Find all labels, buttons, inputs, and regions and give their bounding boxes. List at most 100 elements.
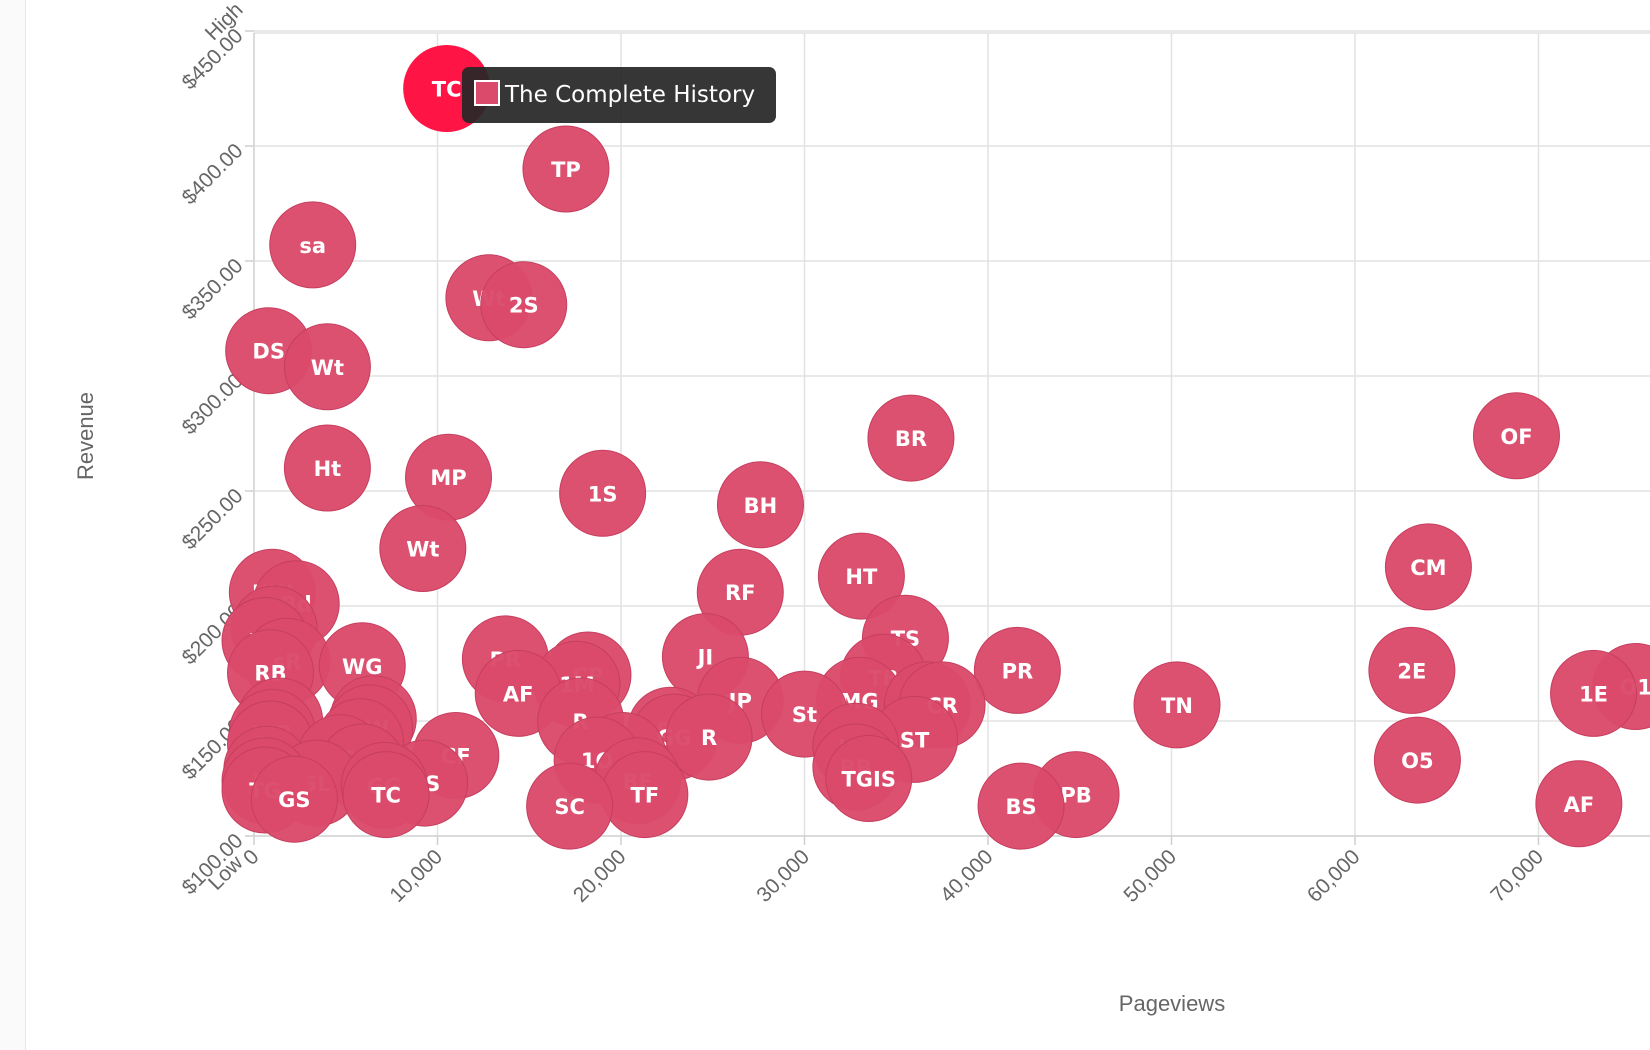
bubble-circle[interactable] xyxy=(283,424,371,512)
bubble-label: PR xyxy=(1002,659,1034,683)
x-axis: 0 10,000 20,000 30,000 40,000 50,000 60,000 70,… xyxy=(239,836,1548,907)
bubble-label: HT xyxy=(845,565,878,589)
bubble[interactable]: CM xyxy=(1384,523,1472,611)
bubble-label: SC xyxy=(554,795,585,819)
bubble[interactable]: SC xyxy=(526,762,614,850)
bubble-label: CM xyxy=(1410,556,1446,580)
bubble-series: TPsaWt2SDSWtBROFHtMP1SBHWtCMHTRFHWBdCHPT… xyxy=(221,45,1650,850)
x-tick-label: 40,000 xyxy=(936,845,998,907)
bubble-circle[interactable] xyxy=(1368,626,1456,714)
bubble-label: 2E xyxy=(1397,659,1426,683)
bubble-label: TC xyxy=(371,784,401,808)
bubble-circle[interactable] xyxy=(250,755,338,843)
bubble[interactable]: HT xyxy=(817,532,905,620)
bubble-label: 1E xyxy=(1579,682,1608,706)
bubble-label: AF xyxy=(503,682,534,706)
bubble[interactable]: TC xyxy=(342,751,430,839)
bubble[interactable]: O5 xyxy=(1373,716,1461,804)
bubble[interactable]: TGIS xyxy=(825,735,913,822)
bubble-label: sa xyxy=(299,234,326,258)
bubble-label: O5 xyxy=(1401,749,1433,773)
bubble[interactable]: MP xyxy=(405,433,493,521)
bubble-circle[interactable] xyxy=(1133,661,1221,749)
bubble[interactable]: 2S xyxy=(480,261,568,349)
bubble-label: 2S xyxy=(509,294,539,318)
bubble-circle[interactable] xyxy=(1550,649,1638,737)
x-tick-label: 20,000 xyxy=(569,845,631,907)
bubble[interactable]: BH xyxy=(716,461,804,549)
y-tick-label: $250.00 xyxy=(178,484,248,554)
bubble[interactable]: R xyxy=(665,693,753,781)
bubble[interactable]: AF xyxy=(1535,760,1623,848)
bubble-label: R xyxy=(701,726,717,750)
bubble-circle[interactable] xyxy=(526,762,614,850)
x-tick-label: 50,000 xyxy=(1119,845,1181,907)
bubble[interactable]: Wt xyxy=(283,323,371,411)
bubble[interactable]: PR xyxy=(973,626,1061,714)
bubble-circle[interactable] xyxy=(1535,760,1623,848)
bubble-label: JI xyxy=(696,646,714,670)
bubble-circle[interactable] xyxy=(825,735,913,822)
bubble-label: TGIS xyxy=(841,768,896,792)
bubble-circle[interactable] xyxy=(1472,392,1560,480)
y-tick-label: $400.00 xyxy=(178,139,248,209)
bubble-label: PB xyxy=(1060,784,1091,808)
x-axis-title: Pageviews xyxy=(1119,991,1225,1016)
bubble-label: TF xyxy=(631,784,660,808)
bubble-label: ST xyxy=(900,728,930,752)
y-tick-label: $350.00 xyxy=(178,254,248,324)
bubble-circle[interactable] xyxy=(1373,716,1461,804)
bubble[interactable]: TP xyxy=(522,125,610,213)
bubble-label: BS xyxy=(1005,795,1036,819)
tooltip-text: The Complete History xyxy=(504,82,755,108)
left-panel-edge xyxy=(0,0,26,1050)
bubble-circle[interactable] xyxy=(379,505,467,592)
bubble-label: Ht xyxy=(314,457,342,481)
bubble-circle[interactable] xyxy=(1384,523,1472,611)
bubble-label: TN xyxy=(1161,694,1193,718)
bubble-circle[interactable] xyxy=(665,693,753,781)
bubble-label: DS xyxy=(252,340,285,364)
bubble-label: BH xyxy=(744,494,778,518)
bubble[interactable]: GS xyxy=(250,755,338,843)
bubble-circle[interactable] xyxy=(342,751,430,839)
bubble-label: MP xyxy=(430,466,466,490)
bubble-label: GS xyxy=(278,788,310,812)
bubble-circle[interactable] xyxy=(867,394,955,482)
bubble[interactable]: BR xyxy=(867,394,955,482)
bubble-label: Wt xyxy=(311,356,344,380)
tooltip: The Complete History xyxy=(462,67,776,123)
bubble-circle[interactable] xyxy=(973,626,1061,714)
bubble[interactable]: 1E xyxy=(1550,649,1638,737)
bubble[interactable]: OF xyxy=(1472,392,1560,480)
bubble-label: St xyxy=(792,703,817,727)
tooltip-box xyxy=(462,67,776,123)
x-tick-label: 70,000 xyxy=(1486,845,1548,907)
bubble-label: AF xyxy=(1564,793,1595,817)
bubble-label: WG xyxy=(342,655,382,679)
x-tick-label: 10,000 xyxy=(385,845,447,907)
bubble[interactable]: Wt xyxy=(379,505,467,592)
bubble-label: TP xyxy=(551,158,581,182)
bubble-label: BR xyxy=(895,427,927,451)
bubble-circle[interactable] xyxy=(522,125,610,213)
bubble-label: RF xyxy=(725,581,756,605)
bubble-label: 1S xyxy=(588,482,618,506)
bubble-label: TC xyxy=(432,78,462,102)
bubble-circle[interactable] xyxy=(817,532,905,620)
bubble-circle[interactable] xyxy=(559,449,647,537)
bubble-circle[interactable] xyxy=(977,762,1065,850)
bubble[interactable]: Ht xyxy=(283,424,371,512)
bubble[interactable]: TN xyxy=(1133,661,1221,749)
bubble-circle[interactable] xyxy=(716,461,804,549)
bubble[interactable]: TF xyxy=(601,751,689,839)
bubble[interactable]: sa xyxy=(269,201,357,289)
bubble[interactable]: BS xyxy=(977,762,1065,850)
bubble-circle[interactable] xyxy=(269,201,357,289)
bubble[interactable]: 1S xyxy=(559,449,647,537)
bubble-circle[interactable] xyxy=(283,323,371,411)
bubble-circle[interactable] xyxy=(480,261,568,349)
bubble[interactable]: 2E xyxy=(1368,626,1456,714)
bubble-label: Wt xyxy=(406,538,439,562)
